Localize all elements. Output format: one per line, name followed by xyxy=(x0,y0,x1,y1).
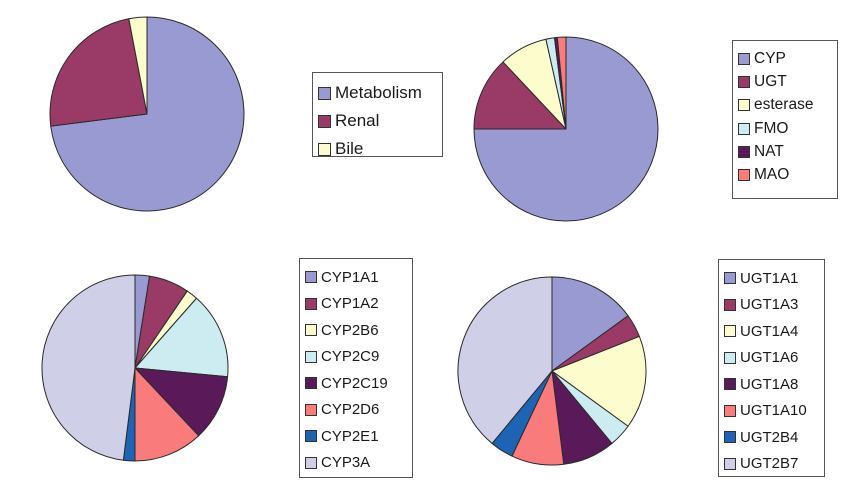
legend-swatch-ugt1a1 xyxy=(724,272,736,285)
legend-label: MAO xyxy=(754,166,790,184)
legend-label: CYP2C9 xyxy=(321,348,380,366)
legend-item-nat: NAT xyxy=(738,140,837,163)
pie-chart-enzyme-families xyxy=(473,36,659,222)
legend-item-cyp2e1: CYP2E1 xyxy=(305,423,412,450)
legend-swatch-ugt1a3 xyxy=(724,298,736,311)
legend-label: CYP1A2 xyxy=(321,295,379,313)
legend-label: NAT xyxy=(754,142,784,160)
legend-label: UGT2B4 xyxy=(740,428,799,446)
legend-label: UGT1A10 xyxy=(740,402,807,420)
legend-swatch-ugt2b7 xyxy=(724,457,736,470)
pie-slice-mao xyxy=(556,36,567,130)
legend-swatch-ugt2b4 xyxy=(724,431,736,444)
legend-label: UGT1A8 xyxy=(740,375,799,393)
legend-swatch-ugt1a10 xyxy=(724,404,736,417)
pie-slice-bile xyxy=(128,16,148,115)
legend-item-cyp2c9: CYP2C9 xyxy=(305,344,412,371)
legend-label: CYP2B6 xyxy=(321,321,379,339)
legend-item-ugt2b7: UGT2B7 xyxy=(724,451,824,478)
legend-swatch-esterase xyxy=(738,99,750,112)
legend-item-cyp2c19: CYP2C19 xyxy=(305,370,412,397)
legend-item-ugt1a8: UGT1A8 xyxy=(724,371,824,398)
legend-item-ugt2b4: UGT2B4 xyxy=(724,424,824,451)
legend-elimination: Metabolism Renal Bile xyxy=(312,72,443,158)
legend-swatch-bile xyxy=(318,142,331,156)
legend-swatch-ugt1a8 xyxy=(724,378,736,391)
legend-swatch-renal xyxy=(318,114,331,128)
legend-item-cyp2b6: CYP2B6 xyxy=(305,317,412,344)
legend-item-cyp: CYP xyxy=(738,47,837,70)
legend-item-renal: Renal xyxy=(318,107,442,135)
legend-swatch-ugt1a4 xyxy=(724,325,736,338)
legend-swatch-metabolism xyxy=(318,86,331,100)
legend-label: UGT xyxy=(754,72,787,90)
legend-swatch-ugt1a6 xyxy=(724,351,736,364)
pie-slice-renal xyxy=(49,18,148,127)
legend-swatch-cyp2e1 xyxy=(305,430,317,443)
legend-swatch-fmo xyxy=(738,122,750,135)
legend-swatch-cyp1a1 xyxy=(305,271,317,284)
legend-swatch-cyp2b6 xyxy=(305,324,317,337)
legend-label: UGT1A1 xyxy=(740,269,799,287)
legend-label: CYP2C19 xyxy=(321,374,388,392)
legend-item-esterase: esterase xyxy=(738,94,837,117)
pie-slice-cyp3a xyxy=(41,274,136,461)
legend-label: UGT1A4 xyxy=(740,322,799,340)
legend-label: CYP2D6 xyxy=(321,401,380,419)
legend-item-cyp1a1: CYP1A1 xyxy=(305,264,412,291)
legend-item-fmo: FMO xyxy=(738,117,837,140)
pie-chart-elimination xyxy=(49,16,245,212)
legend-item-ugt1a1: UGT1A1 xyxy=(724,265,824,292)
legend-label: CYP xyxy=(754,49,786,67)
pie-slice-ugt xyxy=(473,61,567,130)
legend-swatch-ugt xyxy=(738,75,750,88)
legend-enzyme-families: CYP UGT esterase FMO NAT MAO xyxy=(732,40,838,199)
legend-label: Bile xyxy=(335,139,364,158)
legend-swatch-cyp2c19 xyxy=(305,377,317,390)
pie-slice-ugt1a1 xyxy=(551,276,629,372)
legend-label: UGT1A3 xyxy=(740,296,799,314)
legend-label: Renal xyxy=(335,111,380,130)
pie-slice-ugt2b7 xyxy=(457,276,553,444)
legend-item-ugt1a10: UGT1A10 xyxy=(724,398,824,425)
legend-item-cyp1a2: CYP1A2 xyxy=(305,291,412,318)
legend-label: FMO xyxy=(754,119,789,137)
legend-swatch-cyp2d6 xyxy=(305,403,317,416)
pie-slice-cyp2c19 xyxy=(134,367,229,437)
legend-item-mao: MAO xyxy=(738,163,837,186)
legend-item-bile: Bile xyxy=(318,135,442,163)
pie-slice-ugt1a4 xyxy=(551,335,647,427)
pie-slice-cyp2c9 xyxy=(134,297,229,378)
legend-label: esterase xyxy=(754,96,814,114)
legend-swatch-cyp1a2 xyxy=(305,297,317,310)
legend-item-ugt: UGT xyxy=(738,70,837,93)
legend-item-cyp3a: CYP3A xyxy=(305,450,412,477)
legend-ugt-isoforms: UGT1A1 UGT1A3 UGT1A4 UGT1A6 UGT1A8 UGT1A10 UGT… xyxy=(718,259,825,477)
legend-label: UGT2B7 xyxy=(740,455,799,473)
pie-slice-cyp2d6 xyxy=(134,367,200,462)
pie-slice-cyp xyxy=(473,36,659,222)
legend-label: Metabolism xyxy=(335,83,422,102)
legend-label: CYP2E1 xyxy=(321,427,379,445)
legend-label: CYP3A xyxy=(321,454,371,472)
legend-item-cyp2d6: CYP2D6 xyxy=(305,397,412,424)
legend-item-metabolism: Metabolism xyxy=(318,79,442,107)
legend-label: CYP1A1 xyxy=(321,268,379,286)
legend-item-ugt1a6: UGT1A6 xyxy=(724,345,824,372)
legend-swatch-cyp2c9 xyxy=(305,350,317,363)
legend-swatch-cyp3a xyxy=(305,456,317,469)
legend-item-ugt1a3: UGT1A3 xyxy=(724,292,824,319)
legend-swatch-cyp xyxy=(738,52,750,65)
pie-chart-cyp-isoforms xyxy=(41,274,229,462)
legend-swatch-nat xyxy=(738,145,750,158)
legend-label: UGT1A6 xyxy=(740,349,799,367)
legend-swatch-mao xyxy=(738,169,750,182)
pie-chart-ugt-isoforms xyxy=(457,276,647,466)
legend-cyp-isoforms: CYP1A1 CYP1A2 CYP2B6 CYP2C9 CYP2C19 CYP2D6 CYP… xyxy=(299,258,413,478)
legend-item-ugt1a4: UGT1A4 xyxy=(724,318,824,345)
